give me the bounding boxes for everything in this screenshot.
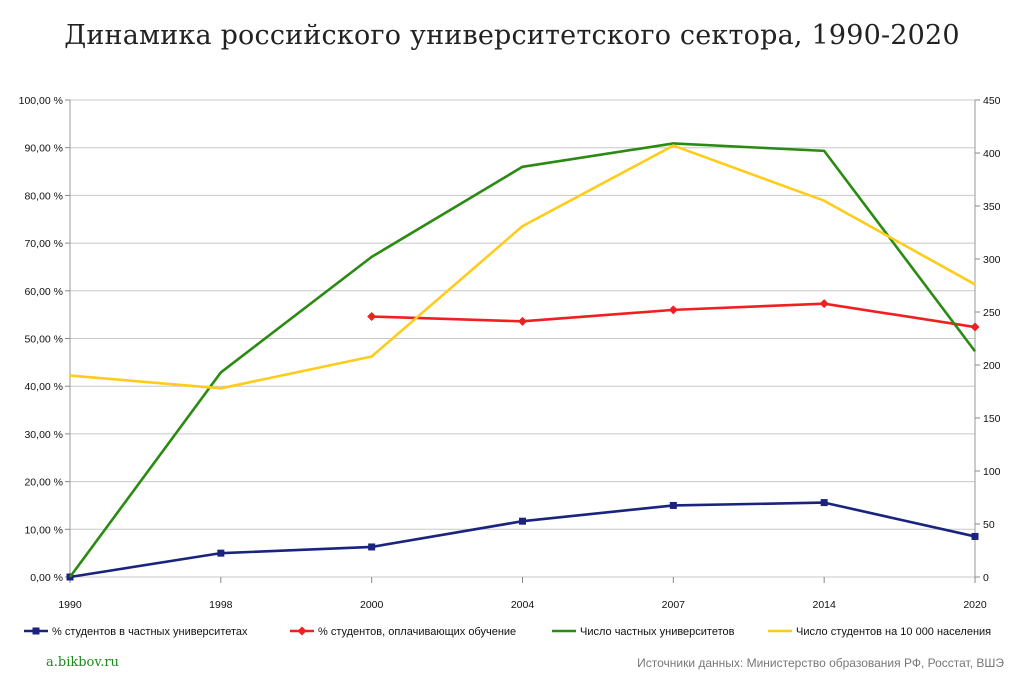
left-tick-label: 40,00 % bbox=[24, 381, 63, 393]
data-point bbox=[819, 299, 829, 309]
x-tick-label: 2014 bbox=[812, 599, 836, 611]
left-tick-label: 10,00 % bbox=[24, 524, 63, 536]
sources-label: Источники данных: Министерство образован… bbox=[637, 656, 1004, 670]
gridlines bbox=[70, 99, 975, 578]
legend-label: Число частных университетов bbox=[580, 626, 735, 638]
series-line-4 bbox=[69, 144, 976, 390]
site-label: a.bikbov.ru bbox=[46, 655, 119, 670]
series-line-1 bbox=[69, 501, 976, 579]
x-tick-label: 1998 bbox=[209, 599, 233, 611]
legend-marker bbox=[32, 627, 40, 635]
left-tick-label: 20,00 % bbox=[24, 477, 63, 489]
left-tick-label: 0,00 % bbox=[30, 572, 63, 584]
legend-label: % студентов в частных университетах bbox=[52, 626, 248, 638]
data-point bbox=[971, 532, 979, 540]
data-point bbox=[217, 549, 225, 557]
data-point bbox=[519, 517, 526, 525]
x-tick-label: 2000 bbox=[360, 599, 384, 611]
data-point bbox=[668, 305, 678, 315]
right-tick-label: 350 bbox=[983, 201, 1001, 213]
chart-title: Динамика российского университетского се… bbox=[64, 20, 960, 51]
data-point bbox=[367, 312, 377, 322]
legend-label: % студентов, оплачивающих обучение bbox=[318, 626, 516, 638]
right-tick-label: 450 bbox=[983, 95, 1001, 107]
right-tick-label: 150 bbox=[983, 413, 1001, 425]
left-tick-label: 70,00 % bbox=[24, 238, 63, 250]
series-lines bbox=[66, 142, 980, 581]
left-tick-label: 100,00 % bbox=[19, 95, 63, 107]
left-tick-label: 30,00 % bbox=[24, 429, 63, 441]
right-tick-label: 100 bbox=[983, 466, 1001, 478]
series-line-3 bbox=[68, 142, 977, 578]
legend-label: Число студентов на 10 000 населения bbox=[796, 626, 991, 638]
x-tick-label: 2007 bbox=[662, 599, 686, 611]
legend-marker bbox=[297, 626, 307, 636]
right-tick-label: 400 bbox=[983, 148, 1001, 160]
x-tick-label: 2004 bbox=[511, 599, 535, 611]
data-point bbox=[518, 316, 527, 326]
data-point bbox=[368, 543, 376, 551]
right-tick-label: 300 bbox=[983, 254, 1001, 266]
legend: % студентов в частных университетах % сту… bbox=[24, 626, 991, 638]
data-point bbox=[820, 499, 828, 507]
right-tick-label: 0 bbox=[983, 572, 989, 584]
axes: 0,00 % 10,00 % 20,00 % 30,00 % 40,00 % 50,00 … bbox=[19, 95, 1001, 611]
right-tick-label: 50 bbox=[983, 519, 995, 531]
x-tick-label: 2020 bbox=[963, 599, 987, 611]
left-tick-label: 80,00 % bbox=[24, 190, 63, 202]
left-tick-label: 50,00 % bbox=[24, 334, 63, 346]
right-tick-label: 200 bbox=[983, 360, 1001, 372]
left-tick-label: 60,00 % bbox=[24, 286, 63, 298]
data-point bbox=[970, 322, 980, 332]
right-tick-label: 250 bbox=[983, 307, 1001, 319]
x-tick-label: 1990 bbox=[58, 599, 82, 611]
data-point bbox=[669, 501, 677, 509]
left-tick-label: 90,00 % bbox=[24, 143, 63, 155]
